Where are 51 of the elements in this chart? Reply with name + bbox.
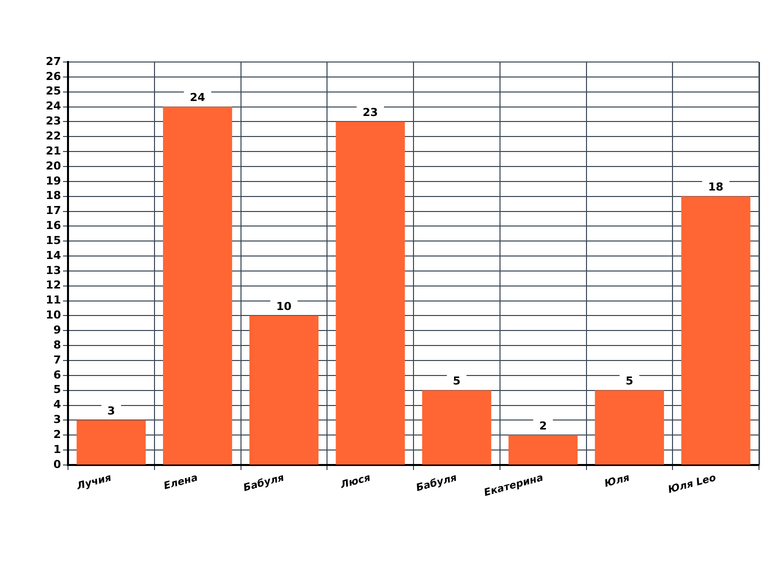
data-label: 5	[452, 374, 461, 388]
y-tick-label: 1	[53, 442, 61, 456]
bar	[594, 390, 664, 464]
x-tick-label: Бабуля	[415, 472, 459, 494]
y-tick-label: 13	[46, 264, 61, 277]
y-tick-label: 6	[53, 368, 62, 382]
y-tick-label: 21	[46, 144, 61, 158]
data-label: 23	[362, 106, 378, 120]
y-tick-label: 26	[46, 70, 62, 83]
bar	[249, 316, 318, 464]
y-tick-label: 7	[53, 353, 61, 366]
y-tick-label: 25	[46, 84, 61, 98]
data-label: 5	[626, 374, 634, 388]
data-label: 18	[708, 180, 724, 194]
y-tick-label: 16	[46, 219, 62, 232]
y-tick-label: 27	[46, 54, 61, 68]
y-tick-label: 5	[53, 383, 61, 396]
y-tick-label: 2	[53, 428, 61, 442]
y-tick-label: 12	[46, 278, 61, 292]
x-tick-label: Люся	[338, 472, 372, 492]
bar	[163, 106, 232, 464]
y-tick-label: 20	[46, 159, 62, 172]
y-tick-label: 4	[53, 398, 62, 412]
y-tick-label: 24	[46, 100, 62, 113]
y-tick-label: 23	[46, 114, 61, 128]
y-tick-label: 14	[46, 248, 62, 262]
bar	[422, 390, 492, 464]
y-tick-label: 19	[46, 174, 61, 188]
data-label: 10	[276, 300, 292, 314]
x-tick-label: Елена	[162, 472, 200, 492]
x-tick-label: Лучия	[74, 472, 114, 493]
data-label: 24	[190, 91, 206, 104]
y-tick-label: 22	[46, 129, 61, 142]
x-tick-label: Юля	[603, 472, 632, 490]
bar	[508, 435, 578, 464]
y-tick-label: 9	[53, 324, 61, 337]
y-tick-label: 15	[46, 234, 61, 247]
y-tick-label: 8	[53, 338, 61, 352]
bar	[336, 122, 405, 464]
data-label: 3	[107, 404, 116, 418]
y-tick-label: 0	[53, 458, 62, 471]
y-tick-label: 18	[46, 189, 61, 202]
x-tick-label: Бабуля	[242, 472, 286, 494]
y-tick-label: 11	[46, 294, 61, 307]
y-tick-label: 17	[46, 204, 61, 218]
y-tick-label: 3	[53, 413, 61, 426]
y-tick-label: 10	[46, 308, 62, 322]
bar	[681, 196, 750, 464]
data-label: 2	[539, 420, 547, 433]
bar	[76, 420, 146, 464]
x-tick-label: Юля Leo	[667, 472, 718, 496]
